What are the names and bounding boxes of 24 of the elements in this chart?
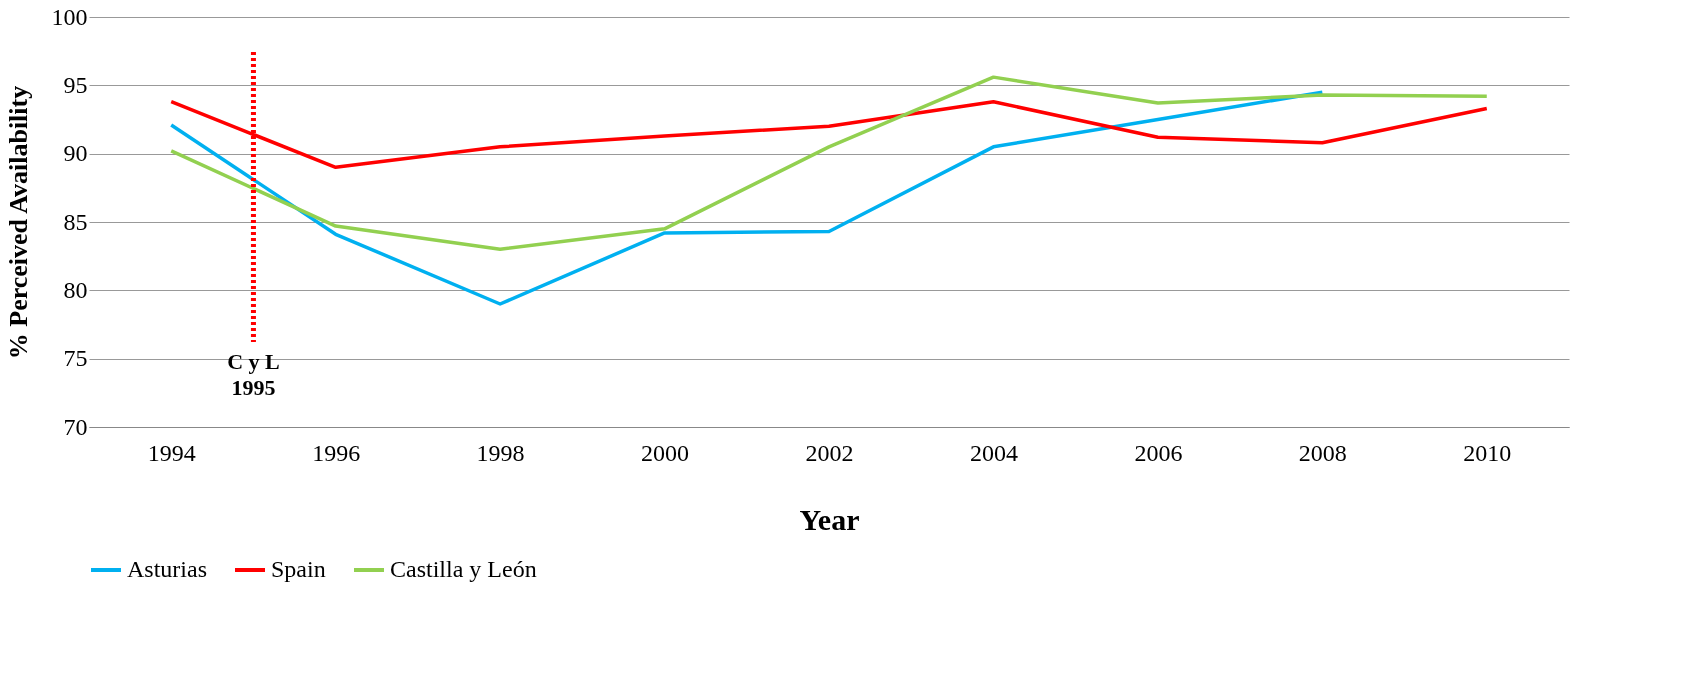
x-tick-label: 2000 bbox=[641, 439, 690, 466]
x-tick-label: 2002 bbox=[805, 439, 854, 466]
y-tick-label: 80 bbox=[63, 276, 88, 303]
legend-label: Castilla y León bbox=[390, 556, 537, 582]
line-series bbox=[169, 90, 1325, 306]
x-tick-label: 1996 bbox=[312, 439, 361, 466]
y-tick-label: 95 bbox=[63, 71, 88, 98]
y-tick-label: 75 bbox=[63, 345, 88, 372]
y-tick-label: 70 bbox=[63, 413, 88, 440]
y-axis-title: % Perceived Availability bbox=[3, 85, 33, 360]
x-tick-label: 1998 bbox=[476, 439, 525, 466]
ref-line-label: C y L 1995 bbox=[227, 349, 280, 400]
x-tick-label: 2010 bbox=[1463, 439, 1512, 466]
y-tick-label: 100 bbox=[51, 3, 88, 30]
legend-label: Asturias bbox=[127, 556, 207, 582]
line-series bbox=[169, 75, 1489, 252]
x-tick-label: 1994 bbox=[147, 439, 196, 466]
x-axis-title: Year bbox=[799, 502, 860, 536]
y-tick-label: 85 bbox=[63, 208, 88, 235]
legend-label: Spain bbox=[271, 556, 326, 582]
x-tick-label: 2004 bbox=[969, 439, 1018, 466]
x-tick-label: 2006 bbox=[1134, 439, 1183, 466]
x-tick-label: 2008 bbox=[1298, 439, 1347, 466]
y-tick-label: 90 bbox=[63, 140, 88, 167]
